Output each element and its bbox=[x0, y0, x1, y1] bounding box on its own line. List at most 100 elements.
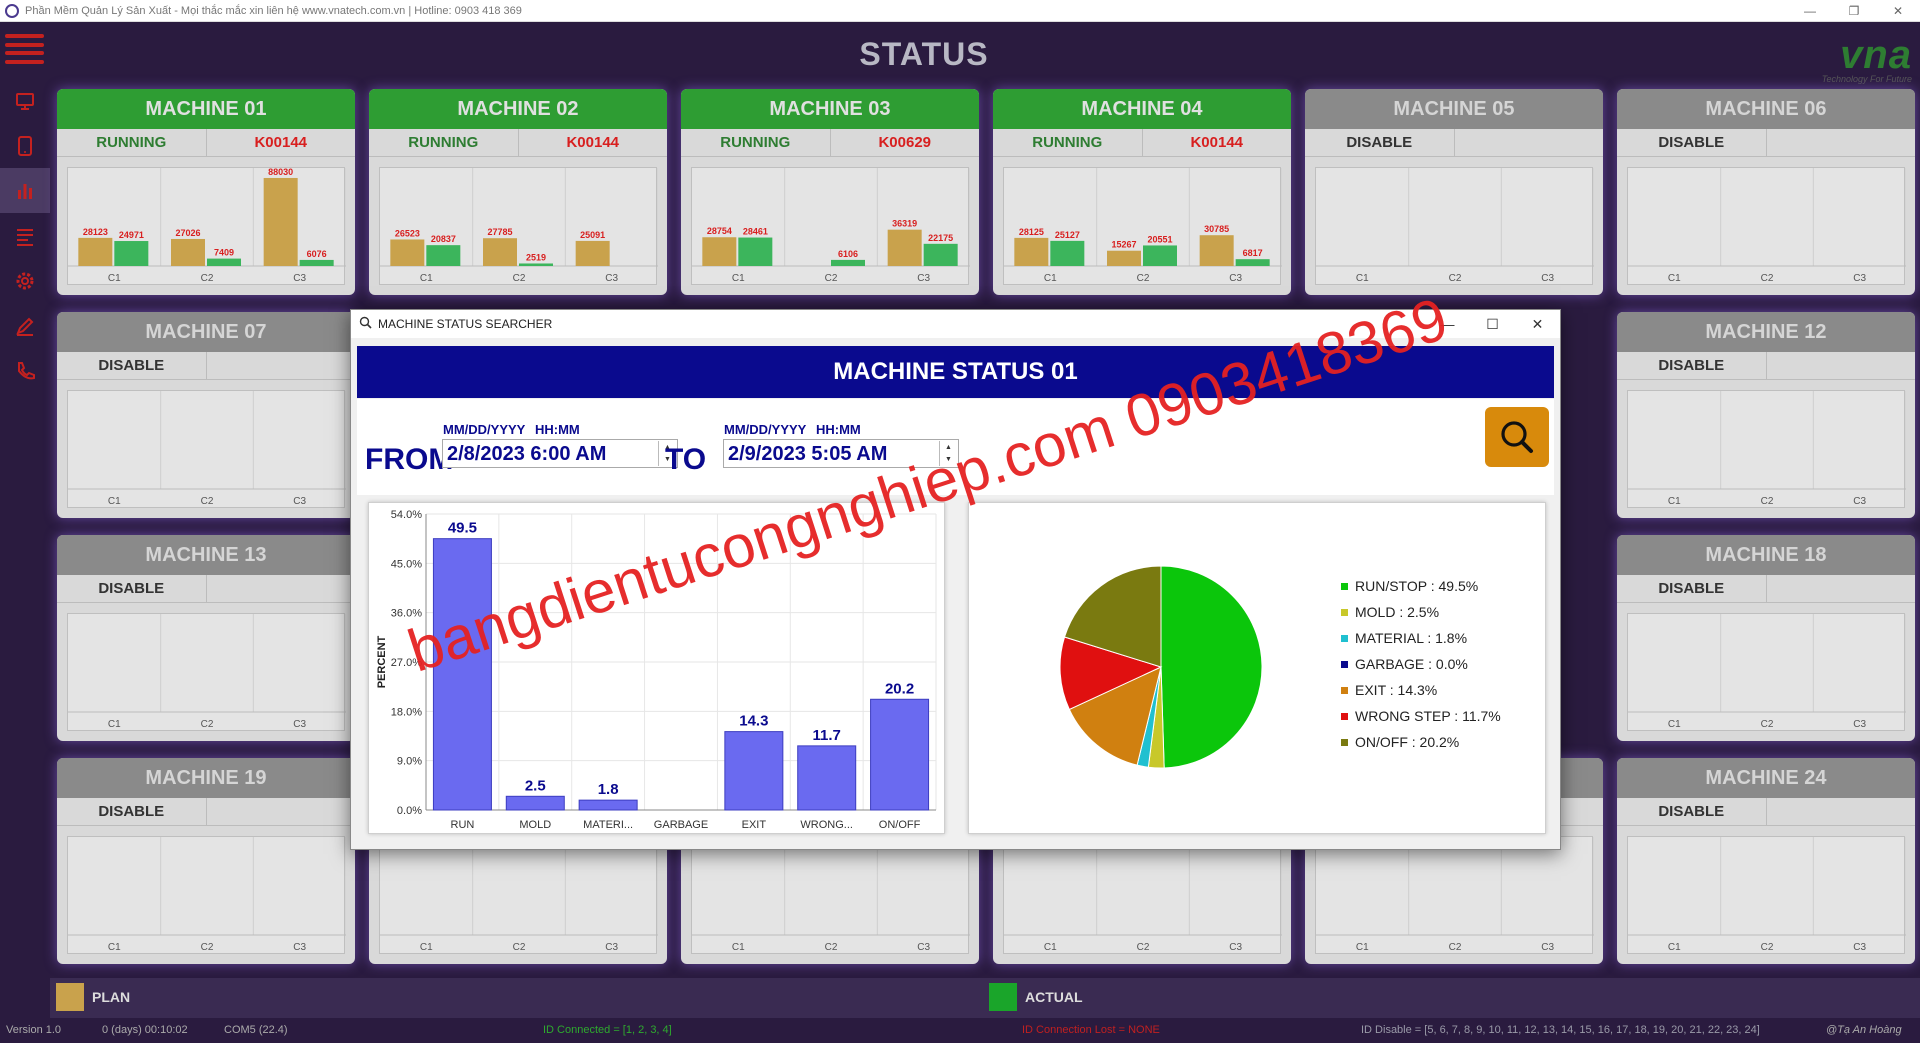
to-spinner[interactable]: ▲ ▼ bbox=[939, 441, 957, 466]
category-label: C3 bbox=[1853, 273, 1866, 284]
machine-product-code bbox=[205, 575, 356, 602]
machine-status-searcher-dialog: MACHINE STATUS SEARCHER — ☐ ✕ MACHINE ST… bbox=[350, 309, 1561, 850]
category-label: C1 bbox=[1668, 496, 1681, 507]
sidebar bbox=[0, 22, 50, 1012]
machine-card[interactable]: MACHINE 13 DISABLE C1 C2 C3 bbox=[57, 535, 355, 741]
sidebar-item-tablet[interactable] bbox=[0, 123, 50, 168]
machine-card[interactable]: MACHINE 06 DISABLE C1 C2 C3 bbox=[1617, 89, 1915, 295]
mini-bar-chart: C1 C2 C3 bbox=[68, 837, 346, 953]
sidebar-item-bar-chart[interactable] bbox=[0, 168, 50, 213]
restore-button[interactable]: ❐ bbox=[1848, 4, 1860, 18]
machine-card[interactable]: MACHINE 24 DISABLE C1 C2 C3 bbox=[1617, 758, 1915, 964]
actual-bar bbox=[207, 258, 241, 266]
machine-name: MACHINE 24 bbox=[1617, 758, 1915, 798]
machine-status-row: RUNNING K00144 bbox=[993, 129, 1291, 157]
category-label: C1 bbox=[732, 273, 745, 284]
machine-card[interactable]: MACHINE 07 DISABLE C1 C2 C3 bbox=[57, 312, 355, 518]
plan-value-label: 27026 bbox=[175, 228, 200, 238]
category-label: C2 bbox=[201, 942, 214, 953]
legend-label: ON/OFF : 20.2% bbox=[1355, 734, 1460, 750]
category-label: C1 bbox=[1044, 942, 1057, 953]
sidebar-item-monitor[interactable] bbox=[0, 78, 50, 123]
bar-value-label: 2.5 bbox=[525, 777, 546, 794]
machine-card[interactable]: MACHINE 12 DISABLE C1 C2 C3 bbox=[1617, 312, 1915, 518]
gear-icon bbox=[16, 272, 34, 289]
machine-card[interactable]: MACHINE 02 RUNNING K00144 C1 C2 C3 26523 27785 2… bbox=[369, 89, 667, 295]
x-tick-label: EXIT bbox=[742, 819, 767, 831]
machine-product-code: K00144 bbox=[205, 129, 356, 156]
pie-slice bbox=[1063, 565, 1162, 668]
machine-card[interactable]: MACHINE 03 RUNNING K00629 C1 C2 C3 28754 36319 2… bbox=[681, 89, 979, 295]
pie-legend-item: RUN/STOP : 49.5% bbox=[1341, 573, 1501, 599]
mini-bar-chart: C1 C2 C3 bbox=[380, 837, 658, 953]
legend-swatch bbox=[1341, 686, 1348, 694]
y-tick-label: 36.0% bbox=[391, 608, 422, 620]
dialog-maximize-button[interactable]: ☐ bbox=[1486, 315, 1499, 332]
bar bbox=[870, 698, 930, 811]
category-label: C2 bbox=[1761, 942, 1774, 953]
sidebar-item-pencil[interactable] bbox=[0, 303, 50, 348]
machine-card[interactable]: MACHINE 18 DISABLE C1 C2 C3 bbox=[1617, 535, 1915, 741]
machine-status: DISABLE bbox=[98, 580, 165, 597]
mini-bar-chart: C1 C2 C3 bbox=[68, 614, 346, 730]
dialog-minimize-button[interactable]: — bbox=[1440, 316, 1455, 332]
machine-status: DISABLE bbox=[1346, 134, 1413, 151]
dialog-close-button[interactable]: ✕ bbox=[1531, 315, 1544, 332]
bar-value-label: 1.8 bbox=[598, 781, 619, 798]
mini-bar-chart: C1 C2 C3 bbox=[1004, 837, 1282, 953]
machine-mini-chart: C1 C2 C3 bbox=[1627, 167, 1906, 285]
hamburger-menu-icon[interactable] bbox=[5, 34, 44, 64]
actual-bar bbox=[923, 243, 958, 266]
category-label: C1 bbox=[1668, 942, 1681, 953]
bar bbox=[505, 795, 565, 811]
port-text: COM5 (22.4) bbox=[224, 1024, 288, 1036]
from-date-format: MM/DD/YYYY bbox=[443, 422, 526, 437]
machine-status: DISABLE bbox=[1658, 803, 1725, 820]
machine-product-code bbox=[205, 798, 356, 825]
machine-name: MACHINE 13 bbox=[57, 535, 355, 575]
sidebar-item-gear[interactable] bbox=[0, 258, 50, 303]
machine-card[interactable]: MACHINE 05 DISABLE C1 C2 C3 bbox=[1305, 89, 1603, 295]
machine-status-row: DISABLE bbox=[1617, 129, 1915, 157]
bar bbox=[578, 799, 638, 811]
mini-bar-chart: C1 C2 C3 28754 36319 28461 6106 22175 bbox=[692, 168, 970, 284]
sidebar-item-phone[interactable] bbox=[0, 348, 50, 393]
plan-value-label: 30785 bbox=[1204, 224, 1229, 234]
machine-mini-chart: C1 C2 C3 bbox=[67, 613, 346, 731]
mini-bar-chart: C1 C2 C3 bbox=[68, 391, 346, 507]
machine-card[interactable]: MACHINE 04 RUNNING K00144 C1 C2 C3 28125 15267 3… bbox=[993, 89, 1291, 295]
machine-status-row: DISABLE bbox=[57, 575, 355, 603]
to-label: TO bbox=[665, 443, 707, 476]
plan-value-label: 15267 bbox=[1111, 240, 1136, 250]
actual-value-label: 28461 bbox=[743, 227, 768, 237]
y-axis-label: PERCENT bbox=[376, 635, 388, 688]
machine-card[interactable]: MACHINE 01 RUNNING K00144 C1 C2 C3 28123 27026 8… bbox=[57, 89, 355, 295]
machine-name: MACHINE 03 bbox=[681, 89, 979, 129]
machine-card[interactable]: MACHINE 19 DISABLE C1 C2 C3 bbox=[57, 758, 355, 964]
search-icon bbox=[359, 316, 372, 332]
mini-bar-chart: C1 C2 C3 bbox=[1628, 168, 1906, 284]
search-button[interactable] bbox=[1485, 407, 1549, 467]
y-tick-label: 0.0% bbox=[397, 805, 422, 817]
machine-status-row: RUNNING K00144 bbox=[369, 129, 667, 157]
monitor-icon bbox=[16, 92, 34, 110]
actual-bar bbox=[519, 263, 553, 266]
author-text: @Tạ An Hoàng bbox=[1826, 1024, 1902, 1036]
pie-legend-item: ON/OFF : 20.2% bbox=[1341, 729, 1501, 755]
actual-value-label: 2519 bbox=[526, 252, 546, 262]
actual-bar bbox=[426, 245, 461, 266]
actual-bar bbox=[1143, 245, 1177, 266]
bar-chart-icon bbox=[18, 183, 32, 199]
sidebar-item-list[interactable] bbox=[0, 213, 50, 258]
legend-label: EXIT : 14.3% bbox=[1355, 682, 1438, 698]
legend-swatch bbox=[1341, 712, 1348, 720]
minimize-button[interactable]: — bbox=[1804, 4, 1816, 18]
connected-text: ID Connected = [1, 2, 3, 4] bbox=[543, 1024, 672, 1036]
from-datetime-picker[interactable]: 2/8/2023 6:00 AM ▲ ▼ bbox=[442, 439, 678, 468]
legend-label: RUN/STOP : 49.5% bbox=[1355, 578, 1479, 594]
actual-bar bbox=[114, 241, 149, 266]
from-spinner[interactable]: ▲ ▼ bbox=[658, 441, 676, 466]
close-button[interactable]: ✕ bbox=[1892, 4, 1904, 18]
plan-swatch bbox=[56, 983, 84, 1011]
to-datetime-picker[interactable]: 2/9/2023 5:05 AM ▲ ▼ bbox=[723, 439, 959, 468]
